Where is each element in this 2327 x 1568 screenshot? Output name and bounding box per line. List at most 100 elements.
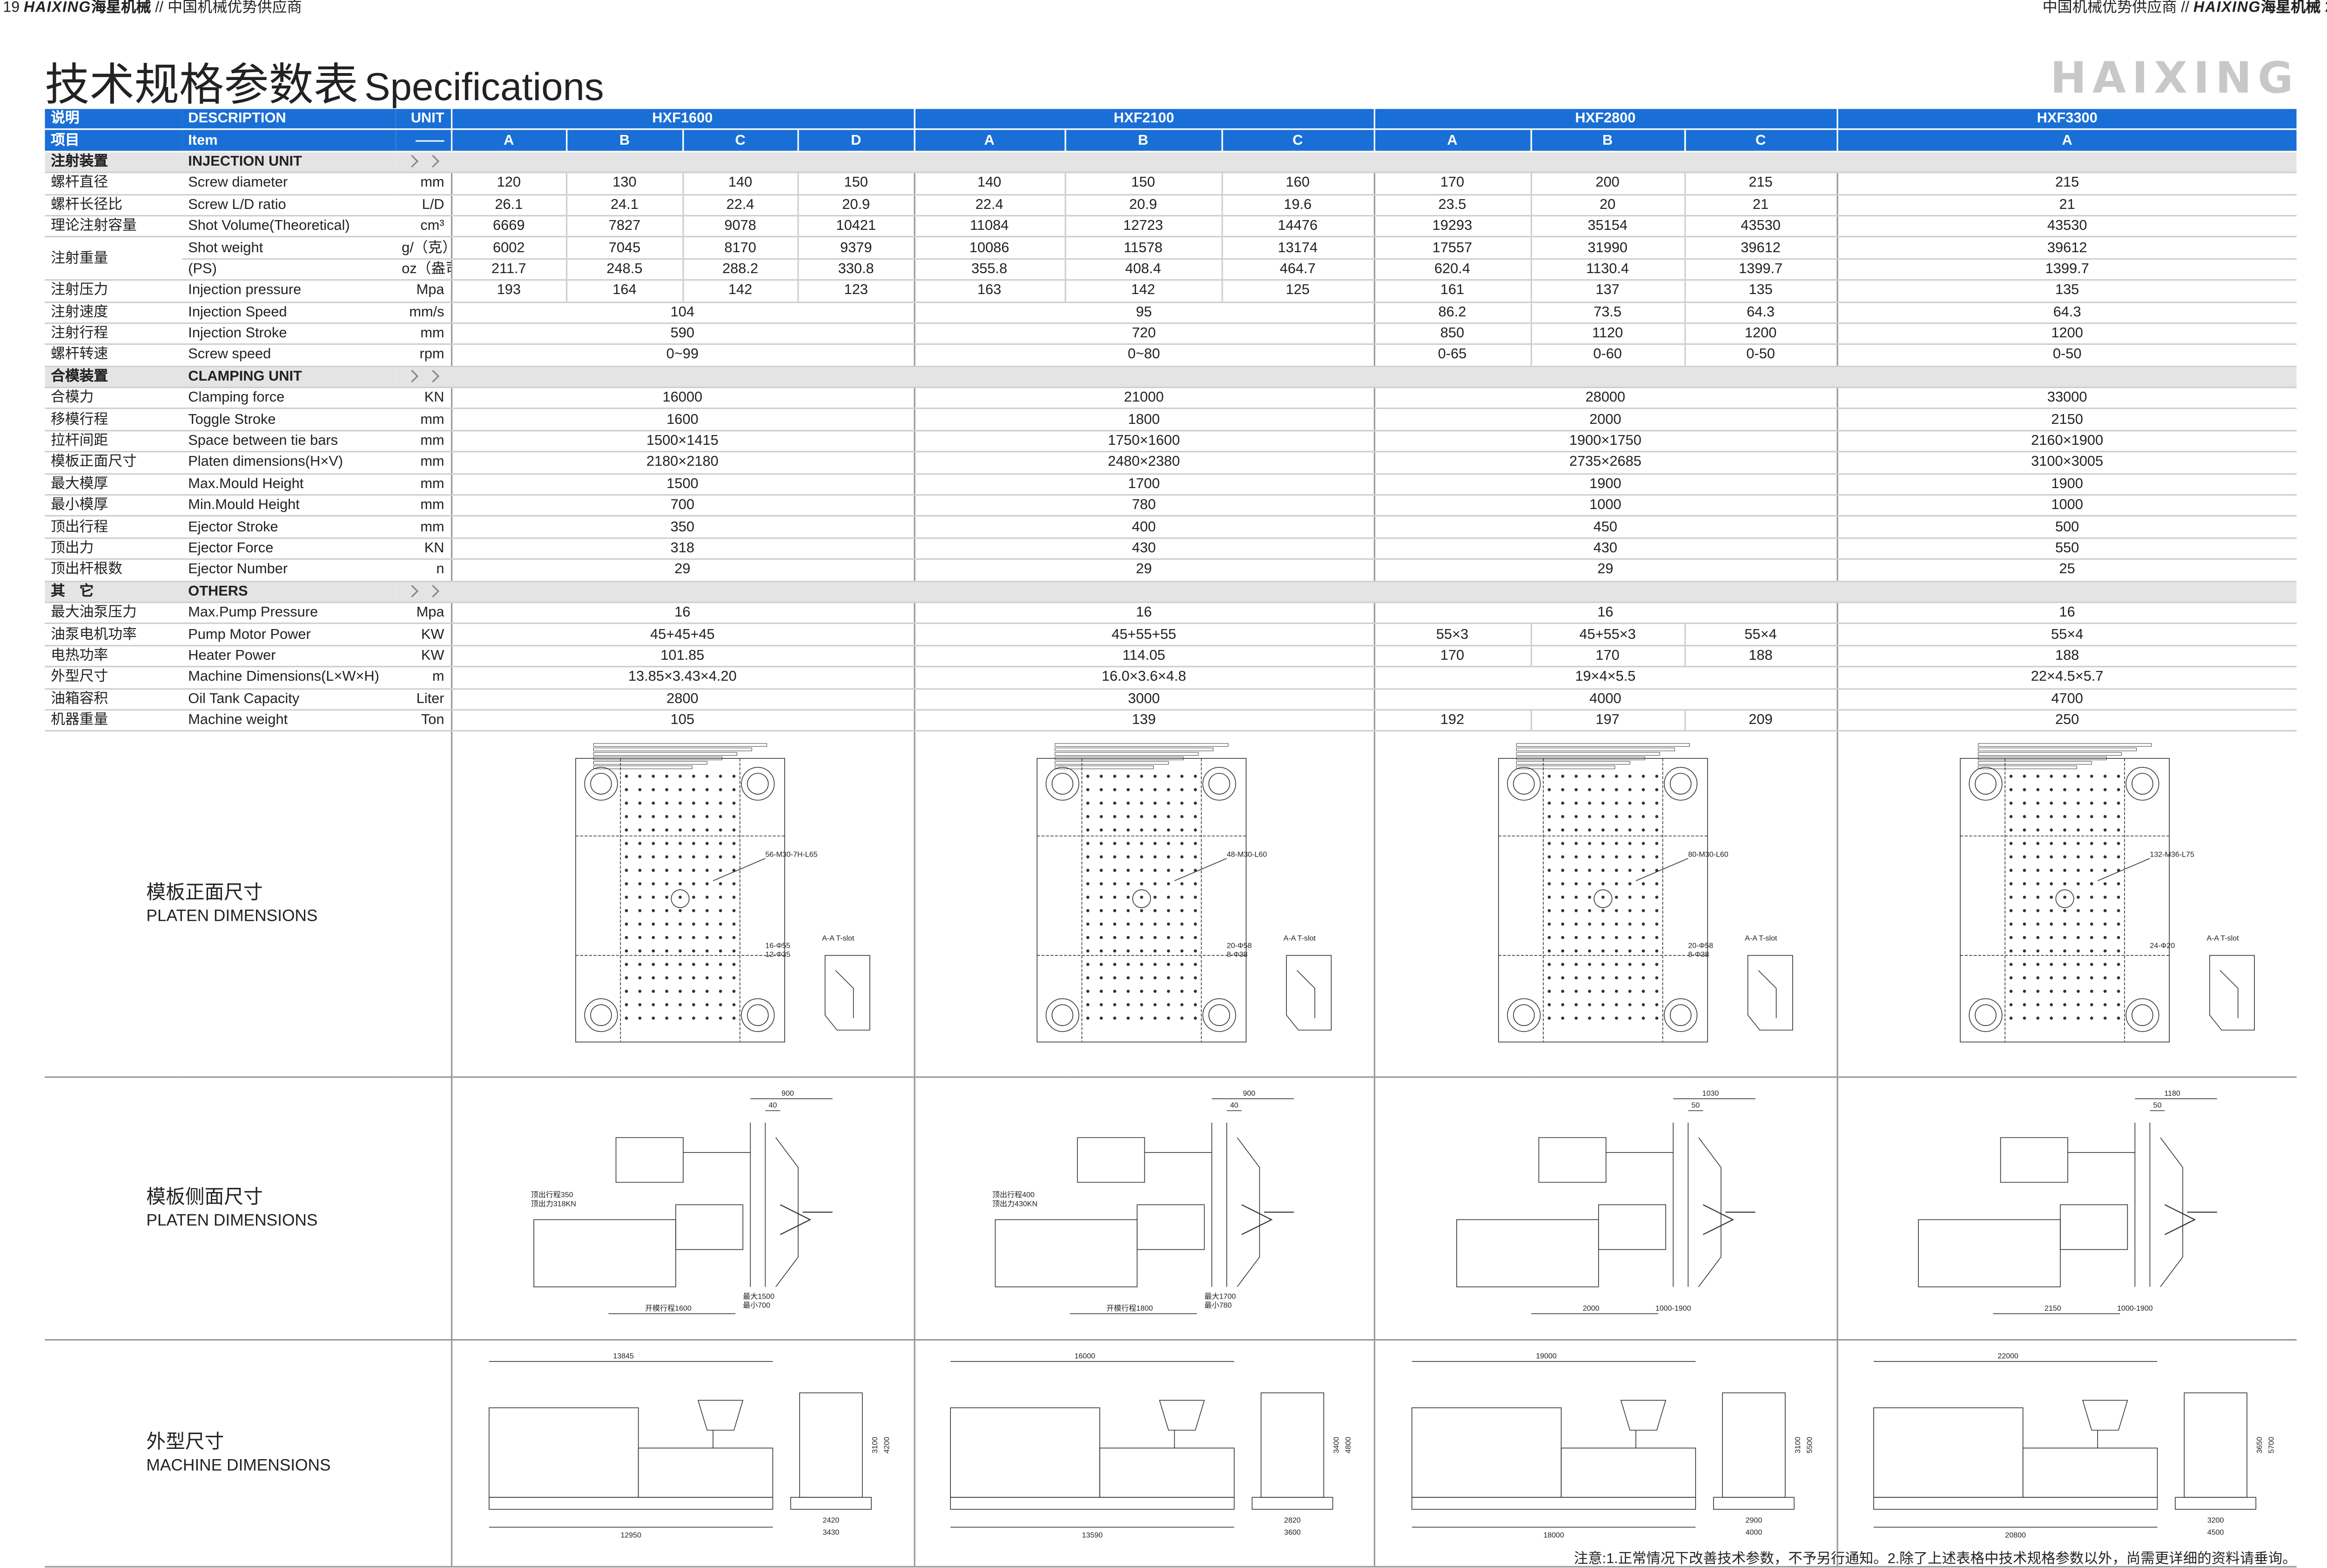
value-cell: 22×4.5×5.7 <box>1836 667 2297 689</box>
hole <box>2116 923 2120 926</box>
hole <box>1099 842 1103 846</box>
hole <box>1574 950 1577 953</box>
hole <box>1587 829 1591 832</box>
hole <box>2116 802 2120 805</box>
hole <box>678 990 681 993</box>
tie-bar <box>1663 998 1697 1032</box>
hole <box>1139 977 1143 980</box>
title-cn: 技术规格参数表 <box>45 61 359 111</box>
toggle <box>1538 1123 1721 1288</box>
item-en: Max.Mould Height <box>182 473 396 496</box>
hole <box>1587 1017 1591 1020</box>
hole <box>624 963 627 967</box>
value-cell: 16 <box>913 602 1374 625</box>
hole <box>2089 963 2093 967</box>
drawing-cell: 48-M30-L60 20-Φ58 8-Φ38 A-A T-slot <box>913 731 1374 1079</box>
dimension-line <box>1515 757 1645 761</box>
hole <box>2076 990 2079 993</box>
hole <box>1601 977 1604 980</box>
value-cell: 137 <box>1530 280 1685 302</box>
dimension-line <box>1054 748 1213 752</box>
item-unit: Mpa <box>396 602 451 625</box>
hole <box>2022 775 2025 778</box>
hole <box>2089 842 2093 846</box>
hole <box>1614 1004 1618 1007</box>
value-cell: 12723 <box>1064 215 1222 238</box>
hole <box>2089 815 2093 819</box>
hole <box>1085 883 1089 886</box>
hole <box>1641 950 1644 953</box>
hole <box>2036 842 2039 846</box>
item-unit: KW <box>396 645 451 668</box>
value-cell: 2150 <box>1836 409 2297 431</box>
dimension-label: A-A T-slot <box>821 934 854 943</box>
hole <box>1152 788 1156 792</box>
dimension-label: 3430 <box>822 1528 839 1537</box>
hole <box>1547 909 1550 913</box>
dimension-line <box>1054 766 1153 770</box>
hole <box>1139 963 1143 967</box>
hole <box>1628 829 1631 832</box>
hole <box>1085 909 1089 913</box>
value-cell: 150 <box>1064 173 1222 195</box>
item-unit: mm/s <box>396 302 451 324</box>
hole <box>2103 815 2106 819</box>
value-cell: 13.85×3.43×4.20 <box>450 667 914 689</box>
value-cell: 215 <box>1836 173 2297 195</box>
hole <box>1601 856 1604 859</box>
value-cell: 1130.4 <box>1530 258 1685 281</box>
hole <box>2103 896 2106 899</box>
hole <box>1179 883 1183 886</box>
hole <box>2103 788 2106 792</box>
hole <box>2009 802 2012 805</box>
drawing: 22000 20800 3200 4500 3650 5700 <box>1872 1353 2275 1540</box>
hole <box>1614 869 1618 872</box>
hole <box>678 936 681 940</box>
hole <box>1654 909 1658 913</box>
hole <box>1601 815 1604 819</box>
hole <box>1126 883 1129 886</box>
hole <box>1574 977 1577 980</box>
hole <box>1099 1017 1103 1020</box>
hole <box>2049 1017 2052 1020</box>
hole <box>1641 963 1644 967</box>
value-cell: 35154 <box>1530 215 1685 238</box>
hole <box>1139 950 1143 953</box>
hole <box>2049 977 2052 980</box>
center-ring <box>2055 890 2074 909</box>
hole <box>664 802 668 805</box>
value-cell: 22.4 <box>913 194 1065 217</box>
hole <box>624 977 627 980</box>
item-unit: KN <box>396 538 451 560</box>
hole <box>1193 990 1197 993</box>
hole <box>1166 775 1170 778</box>
hole <box>1587 883 1591 886</box>
hole <box>1166 802 1170 805</box>
hole <box>732 788 735 792</box>
hole <box>2076 977 2079 980</box>
hole <box>2076 802 2079 805</box>
hole <box>1085 815 1089 819</box>
dimension-line <box>1515 761 1630 765</box>
hole <box>664 909 668 913</box>
hole <box>2062 1004 2066 1007</box>
hole <box>718 883 721 886</box>
hole <box>1179 842 1183 846</box>
hole <box>678 842 681 846</box>
hole <box>1641 869 1644 872</box>
hole <box>1628 775 1631 778</box>
value-cell: 215 <box>1683 173 1837 195</box>
variant: A <box>1373 129 1531 152</box>
hole <box>1614 950 1618 953</box>
hole <box>1139 896 1143 899</box>
hole <box>1193 1017 1197 1020</box>
section-cn: 合模装置 <box>45 366 182 389</box>
hole <box>637 1004 641 1007</box>
dimension-label: 2150 <box>2044 1305 2061 1313</box>
item-unit: m <box>396 667 451 689</box>
hole <box>2009 896 2012 899</box>
hole <box>2103 829 2106 832</box>
hole <box>1179 869 1183 872</box>
hole <box>1654 829 1658 832</box>
value-cell: 86.2 <box>1373 302 1531 324</box>
